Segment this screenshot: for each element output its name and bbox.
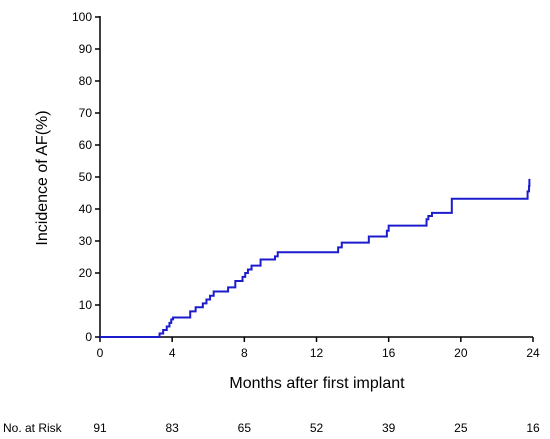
at-risk-value: 16 — [526, 421, 540, 435]
x-tick-label: 24 — [526, 346, 540, 360]
x-axis-title: Months after first implant — [229, 375, 405, 392]
y-tick-label: 50 — [79, 170, 93, 184]
km-step-line — [100, 178, 531, 338]
x-tick-label: 4 — [169, 346, 176, 360]
at-risk-value: 83 — [165, 421, 179, 435]
at-risk-values: 91 83 65 52 39 25 16 — [93, 421, 540, 435]
y-tick-label: 80 — [79, 74, 93, 88]
x-tick-label: 8 — [241, 346, 248, 360]
at-risk-value: 52 — [310, 421, 324, 435]
y-tick-label: 10 — [79, 298, 93, 312]
x-tick-label: 0 — [97, 346, 104, 360]
y-axis-ticks: 0 10 20 30 40 50 60 70 80 90 100 — [72, 10, 100, 344]
x-tick-label: 16 — [382, 346, 396, 360]
x-tick-label: 12 — [310, 346, 324, 360]
y-tick-label: 70 — [79, 106, 93, 120]
y-tick-label: 100 — [72, 10, 92, 24]
at-risk-value: 91 — [93, 421, 107, 435]
at-risk-value: 25 — [454, 421, 468, 435]
at-risk-value: 39 — [382, 421, 396, 435]
y-axis-title: Incidence of AF(%) — [34, 110, 51, 245]
y-tick-label: 20 — [79, 266, 93, 280]
y-tick-label: 60 — [79, 138, 93, 152]
x-axis-ticks: 0 4 8 12 16 20 24 — [97, 337, 540, 360]
at-risk-value: 65 — [238, 421, 252, 435]
x-tick-label: 20 — [454, 346, 468, 360]
y-tick-label: 90 — [79, 42, 93, 56]
y-tick-label: 0 — [85, 330, 92, 344]
y-tick-label: 30 — [79, 234, 93, 248]
y-tick-label: 40 — [79, 202, 93, 216]
at-risk-label: No. at Risk — [3, 421, 63, 435]
